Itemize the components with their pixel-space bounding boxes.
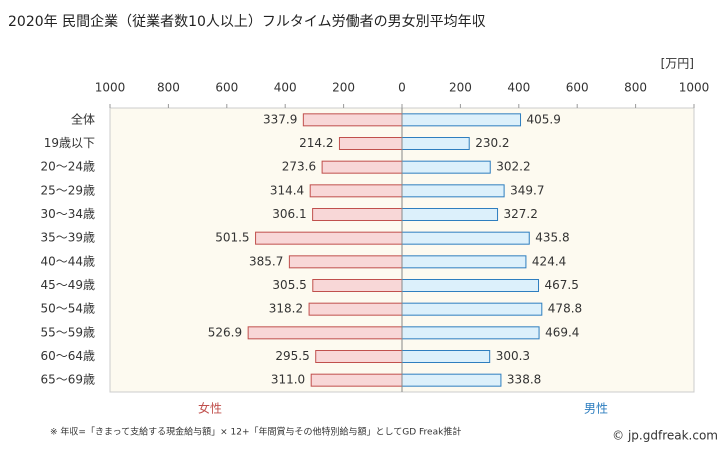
x-tick-label: 800	[157, 81, 180, 95]
bar	[247, 326, 403, 340]
value-label: 337.9	[263, 112, 297, 126]
value-label: 230.2	[475, 136, 509, 150]
bar	[401, 160, 491, 174]
y-tick-label: 30〜34歳	[40, 207, 95, 221]
bar	[401, 137, 470, 150]
y-tick-label: 55〜59歳	[40, 325, 95, 339]
x-tick-label: 0	[398, 81, 406, 95]
value-label: 469.4	[545, 325, 579, 339]
bar	[401, 279, 540, 292]
y-tick-label: 全体	[71, 111, 95, 126]
bar	[321, 160, 403, 174]
value-label: 405.9	[527, 112, 561, 126]
bar	[401, 350, 491, 363]
x-tick-label: 400	[274, 81, 297, 95]
x-tick-label: 400	[507, 81, 530, 95]
value-label: 214.2	[299, 136, 333, 150]
bar	[338, 137, 403, 150]
bar	[401, 326, 540, 340]
value-label: 295.5	[275, 349, 309, 363]
bar	[302, 113, 403, 127]
value-label: 327.2	[504, 207, 538, 221]
unit-label: [万円]	[661, 57, 694, 71]
value-label: 385.7	[249, 254, 283, 268]
bar	[401, 255, 527, 269]
bar	[312, 279, 403, 292]
value-label: 305.5	[272, 278, 306, 292]
value-label: 311.0	[271, 373, 305, 387]
bar	[401, 113, 522, 127]
value-label: 318.2	[269, 302, 303, 316]
credit: © jp.gdfreak.com	[612, 429, 718, 443]
y-tick-label: 45〜49歳	[40, 278, 95, 292]
bar	[401, 208, 499, 221]
x-tick-label: 1000	[95, 81, 126, 95]
y-tick-label: 19歳以下	[44, 136, 95, 150]
x-tick-label: 600	[215, 81, 238, 95]
value-label: 314.4	[270, 183, 304, 197]
value-label: 302.2	[496, 160, 530, 174]
value-label: 273.6	[282, 160, 316, 174]
legend-label: 女性	[198, 401, 222, 416]
bar	[308, 302, 403, 316]
value-label: 478.8	[548, 302, 582, 316]
bar	[315, 350, 403, 363]
x-tick-label: 600	[566, 81, 589, 95]
bar	[401, 231, 530, 245]
x-tick-label: 800	[624, 81, 647, 95]
bar	[401, 373, 502, 387]
chart-title: 2020年 民間企業（従業者数10人以上）フルタイム労働者の男女別平均年収	[8, 13, 486, 30]
value-label: 300.3	[496, 349, 530, 363]
y-tick-label: 65〜69歳	[40, 373, 95, 387]
bar	[255, 231, 403, 245]
y-tick-label: 20〜24歳	[40, 160, 95, 174]
bar	[288, 255, 403, 269]
value-label: 338.8	[507, 373, 541, 387]
bar	[309, 184, 403, 198]
y-tick-label: 50〜54歳	[40, 302, 95, 316]
x-tick-label: 200	[449, 81, 472, 95]
x-tick-label: 200	[332, 81, 355, 95]
y-tick-label: 35〜39歳	[40, 231, 95, 245]
footnote: ※ 年収=「きまって支給する現金給与額」× 12+「年間賞与その他特別給与額」と…	[50, 426, 461, 438]
bar	[401, 302, 543, 316]
y-tick-label: 40〜44歳	[40, 254, 95, 268]
legend-label: 男性	[584, 402, 608, 416]
bar	[312, 208, 403, 221]
value-label: 435.8	[535, 231, 569, 245]
y-tick-label: 60〜64歳	[40, 349, 95, 363]
value-label: 424.4	[532, 254, 566, 268]
value-label: 349.7	[510, 183, 544, 197]
x-tick-label: 1000	[679, 81, 710, 95]
bar	[310, 373, 403, 387]
value-label: 526.9	[208, 325, 242, 339]
value-label: 467.5	[545, 278, 579, 292]
bar	[401, 184, 505, 198]
y-tick-label: 25〜29歳	[40, 183, 95, 197]
value-label: 306.1	[272, 207, 306, 221]
value-label: 501.5	[215, 231, 249, 245]
